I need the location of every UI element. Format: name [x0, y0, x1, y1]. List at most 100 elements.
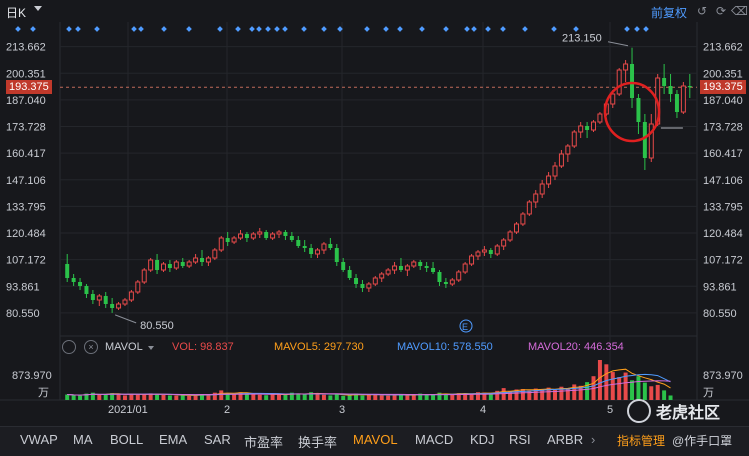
tab-turnover[interactable]: 换手率 [298, 435, 338, 450]
x-axis-label: 3 [339, 404, 345, 416]
volume-bar [244, 393, 249, 400]
chevron-down-icon[interactable] [148, 346, 154, 350]
tab-rsi[interactable]: RSI [509, 432, 531, 447]
volume-bar [405, 395, 410, 400]
volume-bar [469, 394, 474, 400]
volume-bar [585, 382, 590, 400]
tab-macd[interactable]: MACD [415, 432, 454, 447]
mavol5-value: MAVOL5: 297.730 [274, 341, 364, 353]
event-dot-marker [364, 26, 370, 32]
tab-vwap[interactable]: VWAP [20, 432, 58, 447]
volume-bar [373, 394, 378, 400]
volume-bar [289, 392, 294, 400]
volume-bar [386, 395, 391, 400]
event-dot-marker [337, 26, 343, 32]
settings-icon[interactable] [62, 340, 76, 354]
volume-bar [206, 394, 211, 400]
indicator-name: MAVOL [105, 341, 143, 353]
tab-arbr[interactable]: ARBR [547, 432, 584, 447]
volume-axis-top: 873.970 [12, 370, 52, 382]
price-tick-label-right: 213.662 [703, 42, 743, 54]
brand-name: 老虎社区 [656, 405, 721, 422]
candle-body [78, 282, 83, 286]
indicator-manager-button[interactable]: 指标管理 [617, 434, 666, 448]
settings-icon[interactable]: ⌫ [731, 4, 748, 18]
volume-bar [78, 395, 83, 400]
chevron-down-icon[interactable] [34, 6, 42, 11]
candle-body [173, 261, 179, 269]
period-selector[interactable]: 日K [6, 6, 27, 20]
tab-pe-ratio[interactable]: 市盈率 [244, 435, 284, 450]
volume-bar [315, 393, 320, 400]
current-price-left: 193.375 [6, 80, 52, 95]
volume-bar [200, 394, 204, 400]
event-dot-marker [249, 26, 255, 32]
refresh-icon[interactable]: ⟳ [715, 4, 727, 18]
event-dot-marker [321, 26, 327, 32]
candle-body [302, 246, 307, 248]
candle-body [488, 250, 493, 254]
candle-body [231, 237, 237, 243]
tab-mavol[interactable]: MAVOL [353, 432, 398, 447]
tab-boll[interactable]: BOLL [110, 432, 144, 447]
candle-body [264, 232, 269, 238]
candle-body [296, 240, 301, 246]
event-dot-marker [522, 26, 528, 32]
volume-bar [161, 394, 166, 400]
candle-body [591, 121, 597, 131]
volume-bar [251, 394, 256, 400]
candle-body [379, 273, 385, 279]
volume-bar [219, 390, 224, 400]
candle-body [501, 239, 507, 247]
volume-bar [135, 394, 140, 400]
candle-body [103, 296, 108, 304]
volume-bar [296, 394, 301, 400]
undo-icon[interactable]: ↺ [696, 4, 708, 18]
event-dot-marker [186, 26, 192, 32]
candle-body [354, 278, 359, 284]
volume-bar [508, 391, 513, 400]
volume-bar [148, 393, 153, 400]
volume-bar [456, 393, 461, 400]
volume-unit-left: 万 [38, 387, 49, 399]
tab-ema[interactable]: EMA [159, 432, 188, 447]
event-dot-marker [217, 26, 223, 32]
candle-body [321, 243, 327, 251]
tab-ma[interactable]: MA [73, 432, 93, 447]
volume-bar [630, 380, 635, 400]
candle-body [244, 234, 249, 238]
volume-bar [142, 394, 147, 400]
candle-body [507, 231, 513, 241]
candle-body [200, 258, 204, 262]
volume-indicator-bar: × MAVOL VOL: 98.837 MAVOL5: 297.730 MAVO… [0, 337, 749, 359]
price-tick-label-right: 107.172 [703, 255, 743, 267]
candle-body [65, 264, 70, 278]
volume-bar [334, 394, 339, 400]
candle-body [328, 244, 333, 248]
candle-body [276, 231, 282, 235]
candle-body [116, 303, 122, 309]
event-dot-marker [500, 26, 506, 32]
candle-body [84, 286, 89, 294]
adjust-price-toggle[interactable]: 前复权 [650, 6, 687, 20]
candle-body [526, 201, 532, 215]
chevron-right-icon[interactable]: › [591, 432, 596, 447]
candle-body [90, 294, 95, 300]
volume-unit-right: 万 [703, 387, 714, 399]
tab-sar[interactable]: SAR [204, 432, 231, 447]
close-icon[interactable]: × [84, 340, 98, 354]
candle-body [238, 233, 243, 239]
event-dot-marker [131, 26, 137, 32]
candle-body [520, 213, 526, 225]
tab-kdj[interactable]: KDJ [470, 432, 495, 447]
candle-body [250, 233, 256, 239]
volume-bar [475, 392, 480, 400]
candle-body [630, 64, 635, 98]
mavol10-value: MAVOL10: 578.550 [397, 341, 493, 353]
volume-bar [110, 393, 115, 400]
candle-body [571, 131, 577, 147]
candle-body [539, 183, 545, 195]
event-dot-marker [464, 26, 470, 32]
candle-body [533, 193, 539, 203]
